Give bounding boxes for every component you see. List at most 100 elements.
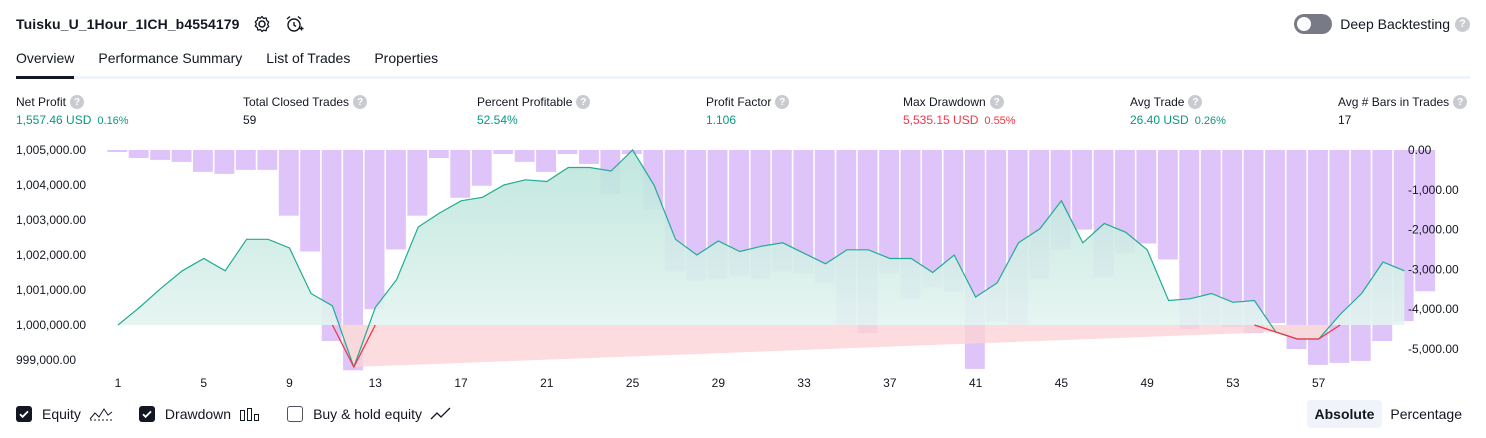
stat-percent: 0.16% <box>97 115 129 127</box>
stat-value: 52.54% <box>477 113 518 127</box>
stat-value: 1,557.46 USD <box>16 113 92 127</box>
drawdown-bar <box>1157 150 1178 260</box>
drawdown-bar <box>128 150 149 158</box>
checkbox-checked-icon[interactable] <box>138 406 155 422</box>
x-axis-tick-label: 37 <box>883 376 897 390</box>
drawdown-bar <box>300 150 321 252</box>
drawdown-bar <box>1286 150 1307 349</box>
help-icon[interactable]: ? <box>1455 16 1470 32</box>
stat-label: Avg # Bars in Trades <box>1338 95 1450 109</box>
tab-overview[interactable]: Overview <box>16 48 75 79</box>
equity-drawdown-chart[interactable]: 1,005,000.00 1,004,000.00 1,003,000.00 1,00… <box>0 138 1486 394</box>
drawdown-bar <box>193 150 213 172</box>
info-icon[interactable]: ? <box>70 95 85 109</box>
stat-percent: 0.26% <box>1194 115 1226 127</box>
info-icon[interactable]: ? <box>576 95 591 109</box>
checkbox-checked-icon[interactable] <box>16 406 32 422</box>
left-axis-tick-label: 1,003,000.00 <box>16 213 86 227</box>
drawdown-bar <box>343 150 363 371</box>
drawdown-bar <box>235 150 256 170</box>
x-axis-tick-label: 17 <box>454 376 468 390</box>
drawdown-bar <box>450 150 471 198</box>
drawdown-bar <box>493 150 514 154</box>
drawdown-bar <box>1072 150 1092 230</box>
x-axis-tick-label: 5 <box>200 376 207 390</box>
percentage-button[interactable]: Percentage <box>1390 406 1462 422</box>
drawdown-bar <box>107 150 128 152</box>
stat-avg-trade: Avg Trade? 26.40 USD 0.26% <box>1130 94 1226 127</box>
drawdown-bar <box>257 150 278 170</box>
legend-label: Drawdown <box>164 406 232 422</box>
drawdown-bar <box>214 150 235 174</box>
equity-area <box>118 150 1405 367</box>
right-axis-tick-label: -5,000.00 <box>1408 342 1459 356</box>
strategy-header: Tuisku_U_1Hour_1ICH_b4554179 <box>16 12 304 36</box>
absolute-button[interactable]: Absolute <box>1306 400 1383 428</box>
drawdown-bar <box>1115 150 1135 254</box>
drawdown-bar <box>386 150 406 250</box>
drawdown-bar <box>1200 150 1221 326</box>
right-axis-tick-label: -2,000.00 <box>1408 223 1459 237</box>
x-axis-tick-label: 21 <box>540 376 554 390</box>
tab-properties[interactable]: Properties <box>374 50 439 66</box>
drawdown-bars-icon <box>239 407 261 421</box>
x-axis-tick-label: 25 <box>626 376 640 390</box>
drawdown-bar <box>729 150 749 276</box>
checkbox-unchecked-icon[interactable] <box>287 406 304 422</box>
drawdown-bar <box>171 150 192 162</box>
stat-label: Max Drawdown <box>903 95 986 109</box>
legend-drawdown[interactable]: Drawdown <box>138 406 261 422</box>
chart-legend: Equity Drawdown Buy & hold equity <box>16 402 480 426</box>
drawdown-bar <box>150 150 171 160</box>
drawdown-bar <box>1329 150 1350 363</box>
drawdown-bar <box>557 150 578 154</box>
x-axis-tick-label: 1 <box>115 376 122 390</box>
drawdown-bar <box>686 150 707 282</box>
x-axis-tick-label: 9 <box>286 376 293 390</box>
drawdown-bar <box>514 150 535 162</box>
info-icon[interactable]: ? <box>1188 95 1203 109</box>
drawdown-bar <box>943 150 964 292</box>
stat-label: Avg Trade <box>1130 95 1185 109</box>
equity-line-icon <box>89 407 113 421</box>
settings-gear-icon[interactable] <box>252 14 272 34</box>
stat-profit-factor: Profit Factor? 1.106 <box>706 94 790 127</box>
info-icon[interactable]: ? <box>353 95 368 109</box>
equity-line <box>117 149 1405 369</box>
deep-backtesting-toggle[interactable] <box>1294 14 1333 34</box>
tab-performance-summary[interactable]: Performance Summary <box>98 50 243 66</box>
info-icon[interactable]: ? <box>775 95 790 109</box>
stat-value: 1.106 <box>706 113 737 127</box>
right-axis-tick-label: -3,000.00 <box>1408 262 1459 276</box>
x-axis-tick-label: 13 <box>369 376 383 390</box>
stat-value: 5,535.15 USD <box>903 113 979 127</box>
drawdown-bar <box>922 150 942 288</box>
x-axis-tick-label: 57 <box>1312 376 1326 390</box>
x-axis-tick-label: 49 <box>1140 376 1154 390</box>
x-axis-tick-label: 29 <box>712 376 726 390</box>
right-axis-tick-label: -4,000.00 <box>1408 302 1459 316</box>
drawdown-bar <box>1136 150 1157 244</box>
add-alert-clock-icon[interactable] <box>284 14 304 34</box>
x-axis-tick-label: 41 <box>969 376 983 390</box>
scale-toggle: Absolute Percentage <box>1306 400 1471 428</box>
stat-total-closed-trades: Total Closed Trades? 59 <box>243 94 368 127</box>
drawdown-bar <box>321 150 342 341</box>
stat-value: 26.40 USD <box>1130 113 1189 127</box>
left-axis-tick-label: 1,001,000.00 <box>16 283 86 297</box>
buy-hold-line-icon <box>430 407 454 421</box>
info-icon[interactable]: ? <box>989 95 1004 109</box>
drawdown-bar <box>814 150 835 284</box>
stat-label: Total Closed Trades <box>243 95 350 109</box>
left-axis-tick-label: 1,000,000.00 <box>16 318 86 332</box>
legend-buy-hold-equity[interactable]: Buy & hold equity <box>287 406 454 422</box>
right-axis-tick-label: -1,000.00 <box>1408 183 1459 197</box>
deep-backtesting-control: Deep Backtesting ? <box>1294 12 1470 36</box>
tab-list-of-trades[interactable]: List of Trades <box>266 50 351 66</box>
left-axis-tick-label: 999,000.00 <box>16 353 76 367</box>
equity-negative-line <box>331 324 1341 368</box>
drawdown-bar <box>278 150 299 216</box>
legend-equity[interactable]: Equity <box>16 406 113 422</box>
deep-backtesting-label: Deep Backtesting <box>1340 16 1450 32</box>
info-icon[interactable]: ? <box>1453 95 1468 109</box>
